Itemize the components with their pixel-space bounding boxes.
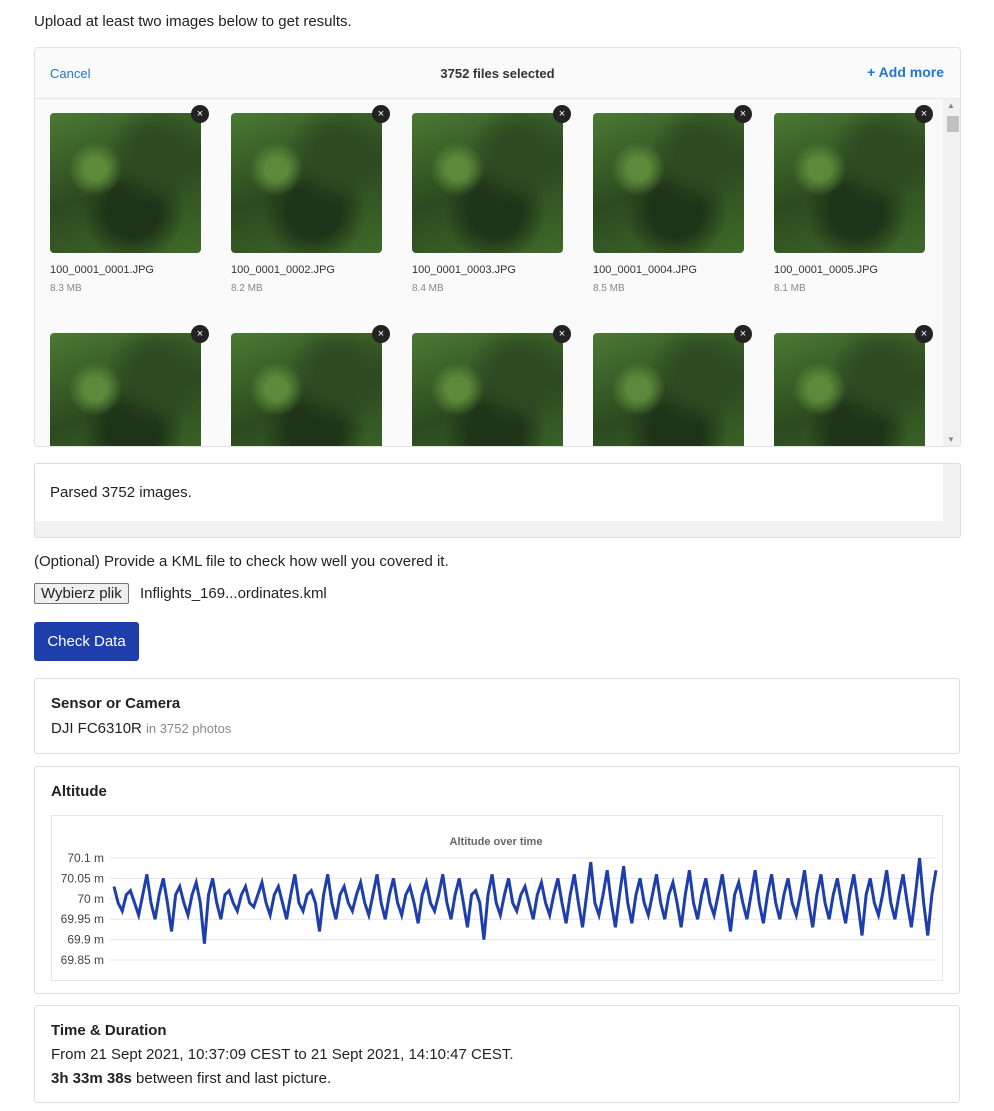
file-size: 8.5 MB	[593, 283, 625, 294]
altitude-chart: Altitude over time 70.1 m 70.05 m 70 m 69.9…	[51, 815, 943, 981]
file-thumbnail	[774, 113, 925, 253]
add-more-button[interactable]: + Add more	[867, 64, 944, 80]
time-card: Time & Duration From 21 Sept 2021, 10:37…	[34, 1005, 960, 1103]
remove-file-icon[interactable]: ×	[372, 325, 390, 343]
remove-file-icon[interactable]: ×	[915, 105, 933, 123]
file-tile[interactable]: ×	[593, 325, 752, 446]
y-tick-label: 70.1 m	[67, 851, 104, 865]
remove-file-icon[interactable]: ×	[553, 105, 571, 123]
file-thumbnail	[412, 113, 563, 253]
files-selected-count: 3752 files selected	[440, 66, 555, 81]
file-tile[interactable]: ×	[50, 325, 209, 446]
y-tick-label: 69.9 m	[67, 933, 104, 947]
file-name: 100_0001_0002.JPG	[231, 264, 335, 276]
file-name: 100_0001_0001.JPG	[50, 264, 154, 276]
file-tile[interactable]: ×	[231, 325, 390, 446]
chart-title: Altitude over time	[450, 836, 543, 848]
file-tile[interactable]: ×	[412, 325, 571, 446]
scrollbar-thumb[interactable]	[947, 116, 959, 132]
file-thumbnail	[231, 113, 382, 253]
file-tile[interactable]: × 100_0001_0003.JPG 8.4 MB	[412, 105, 571, 294]
cancel-button[interactable]: Cancel	[50, 66, 91, 81]
file-name: 100_0001_0004.JPG	[593, 264, 697, 276]
file-thumbnail	[593, 113, 744, 253]
choose-file-button[interactable]: Wybierz plik	[34, 583, 129, 604]
remove-file-icon[interactable]: ×	[191, 105, 209, 123]
scroll-up-icon[interactable]: ▲	[947, 101, 955, 110]
sensor-title: Sensor or Camera	[51, 695, 181, 712]
vertical-scrollbar[interactable]: ▲ ▼	[943, 99, 960, 446]
chosen-file-name: Inflights_169...ordinates.kml	[140, 585, 327, 602]
altitude-title: Altitude	[51, 783, 107, 800]
instructions-text: Upload at least two images below to get …	[34, 13, 352, 30]
file-thumbnail	[774, 333, 925, 446]
camera-name: DJI FC6310R	[51, 720, 142, 737]
file-thumbnail	[593, 333, 744, 446]
file-size: 8.4 MB	[412, 283, 444, 294]
file-tile[interactable]: × 100_0001_0005.JPG 8.1 MB	[774, 105, 933, 294]
file-name: 100_0001_0003.JPG	[412, 264, 516, 276]
file-thumbnail	[231, 333, 382, 446]
remove-file-icon[interactable]: ×	[734, 105, 752, 123]
y-tick-label: 69.85 m	[61, 953, 104, 967]
uploader-header: Cancel 3752 files selected + Add more	[35, 48, 960, 99]
file-tile[interactable]: × 100_0001_0001.JPG 8.3 MB	[50, 105, 209, 294]
time-range: From 21 Sept 2021, 10:37:09 CEST to 21 S…	[51, 1046, 514, 1063]
file-size: 8.3 MB	[50, 283, 82, 294]
altitude-card: Altitude Altitude over time 70.1 m 70.05 …	[34, 766, 960, 994]
parse-log-text: Parsed 3752 images.	[50, 484, 192, 501]
time-title: Time & Duration	[51, 1022, 167, 1039]
file-uploader: Cancel 3752 files selected + Add more × 1…	[34, 47, 961, 447]
duration-value: 3h 33m 38s	[51, 1070, 132, 1087]
altitude-chart-svg: Altitude over time 70.1 m 70.05 m 70 m 69.9…	[61, 836, 938, 967]
check-data-button[interactable]: Check Data	[34, 622, 139, 661]
remove-file-icon[interactable]: ×	[553, 325, 571, 343]
file-tile[interactable]: ×	[774, 325, 933, 446]
sensor-card: Sensor or Camera DJI FC6310R in 3752 pho…	[34, 678, 960, 754]
remove-file-icon[interactable]: ×	[734, 325, 752, 343]
y-tick-label: 70 m	[77, 892, 104, 906]
y-tick-label: 69.95 m	[61, 912, 104, 926]
file-name: 100_0001_0005.JPG	[774, 264, 878, 276]
parse-log: Parsed 3752 images.	[34, 463, 961, 538]
file-thumbnail	[50, 333, 201, 446]
y-tick-label: 70.05 m	[61, 871, 104, 885]
file-size: 8.2 MB	[231, 283, 263, 294]
file-tile[interactable]: × 100_0001_0002.JPG 8.2 MB	[231, 105, 390, 294]
remove-file-icon[interactable]: ×	[191, 325, 209, 343]
scroll-down-icon[interactable]: ▼	[947, 435, 955, 444]
file-thumbnail	[412, 333, 563, 446]
log-vertical-scrollbar[interactable]	[943, 464, 960, 537]
kml-prompt: (Optional) Provide a KML file to check h…	[34, 553, 449, 570]
remove-file-icon[interactable]: ×	[915, 325, 933, 343]
file-thumbnail	[50, 113, 201, 253]
camera-photo-count: in 3752 photos	[146, 721, 232, 736]
file-tile[interactable]: × 100_0001_0004.JPG 8.5 MB	[593, 105, 752, 294]
duration-suffix: between first and last picture.	[131, 1070, 332, 1087]
file-size: 8.1 MB	[774, 283, 806, 294]
remove-file-icon[interactable]: ×	[372, 105, 390, 123]
altitude-series-line	[112, 857, 938, 944]
horizontal-scrollbar[interactable]	[35, 521, 943, 537]
